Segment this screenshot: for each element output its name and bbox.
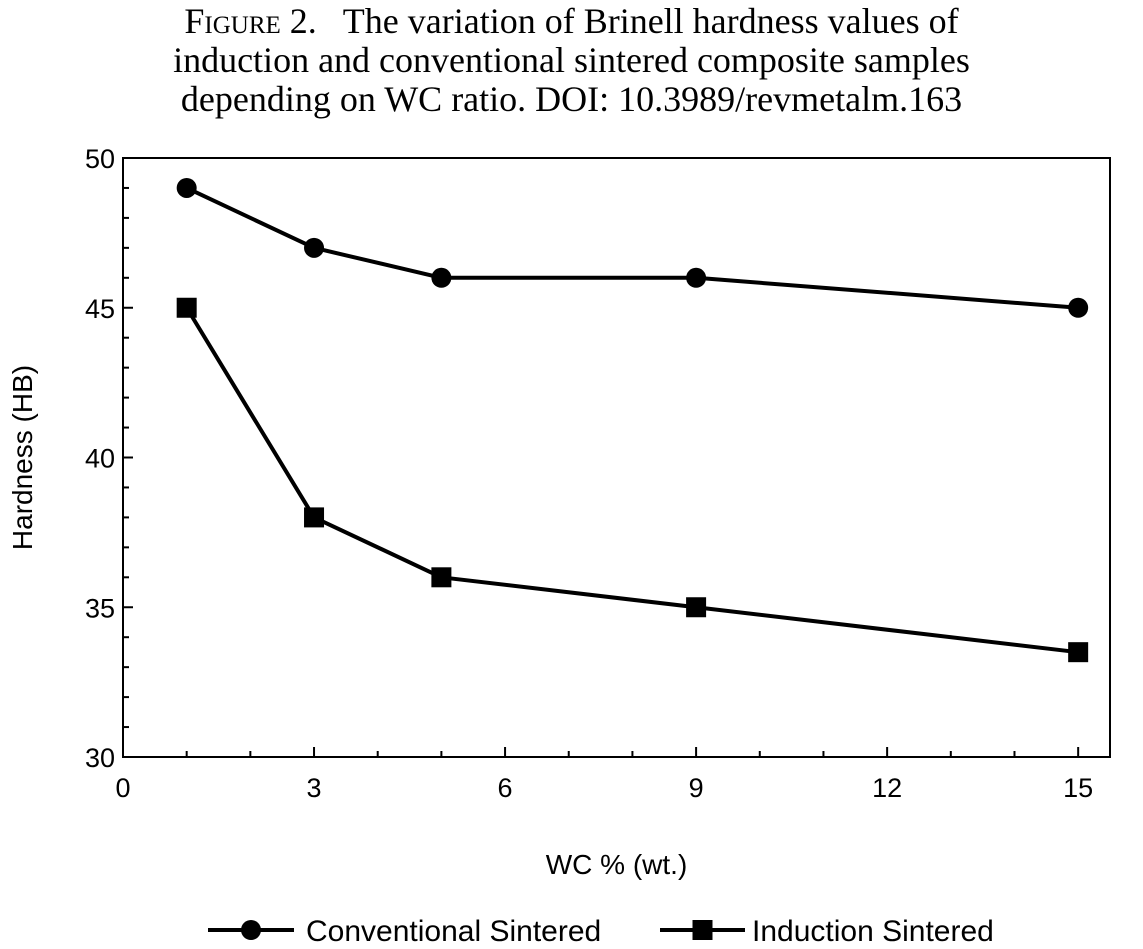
legend-item: Induction Sintered [660,915,994,948]
legend-marker-square [692,920,713,940]
caption-line-1: Figure 2. The variation of Brinell hardne… [0,2,1143,41]
y-tick-label: 50 [85,144,115,174]
x-tick-label: 12 [872,773,902,803]
figure-label: Figure 2. [184,1,317,41]
x-tick-label: 15 [1063,773,1093,803]
data-point-square [1068,642,1089,663]
y-tick-label: 45 [85,294,115,324]
x-axis-title: WC % (wt.) [546,849,688,880]
series-line [184,306,1079,655]
data-point-square [431,567,452,588]
data-point-circle [431,267,452,288]
x-tick-label: 9 [689,773,704,803]
y-axis-title: Hardness (HB) [7,365,38,550]
x-tick-label: 6 [498,773,513,803]
legend-label: Conventional Sintered [306,915,601,948]
data-point-circle [686,267,707,288]
caption-line-3: depending on WC ratio. DOI: 10.3989/revm… [180,79,963,119]
caption-title-start: The variation of Brinell hardness values… [342,1,959,41]
y-tick-label: 30 [85,743,115,773]
legend-marker-circle [241,920,261,940]
series-circle [176,177,1089,318]
plot-series [176,177,1089,663]
figure-caption: Figure 2. The variation of Brinell hardne… [0,0,1143,119]
data-point-square [304,507,325,528]
legend-item: Conventional Sintered [208,915,601,948]
data-point-circle [304,237,325,258]
caption-line-2: induction and conventional sintered comp… [173,40,970,80]
plot-frame [122,157,1111,758]
x-tick-label: 0 [115,773,130,803]
y-tick-label: 40 [85,444,115,474]
x-tick-label: 3 [307,773,322,803]
data-point-square [176,297,197,318]
chart-legend: Conventional Sintered Induction Sintered [208,915,994,948]
series-square [176,297,1089,663]
plot-axes: 30 35 40 45 50 0 3 6 9 12 15 [85,144,1111,803]
y-tick-label: 35 [85,593,115,623]
data-point-square [686,597,707,618]
legend-label: Induction Sintered [752,915,994,948]
data-point-circle [176,177,197,198]
data-point-circle [1068,297,1089,318]
